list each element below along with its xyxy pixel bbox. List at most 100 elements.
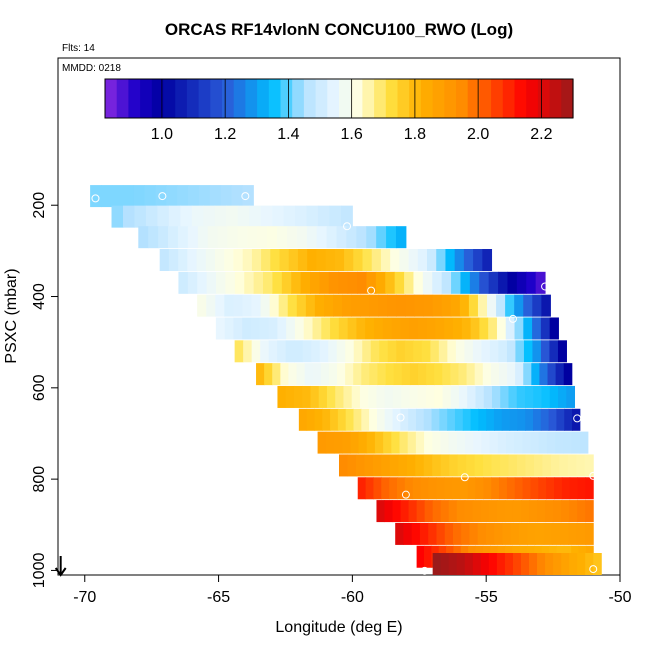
heatmap-cell-row-7	[224, 317, 234, 340]
heatmap-cell-row-6	[287, 294, 298, 317]
colorbar-segment	[362, 79, 375, 118]
heatmap-cell-row-11	[400, 408, 409, 431]
heatmap-cell-row-13	[533, 454, 543, 477]
heatmap-cell-row-7	[347, 317, 357, 340]
heatmap-cell-row-11	[509, 408, 518, 431]
heatmap-cell-row-13	[466, 454, 476, 477]
heatmap-cell-row-8	[447, 340, 457, 363]
heatmap-cell-row-14	[553, 477, 563, 500]
colorbar-segment	[514, 79, 527, 118]
heatmap-cell-row-15	[488, 500, 498, 523]
y-tick-label: 1000	[31, 553, 48, 589]
heatmap-cell-row-5	[460, 271, 471, 294]
heatmap-cell-row-4	[473, 249, 483, 271]
heatmap-cell-row-9	[434, 363, 443, 386]
heatmap-cell-row-5	[441, 271, 452, 294]
heatmap-cell-row-15	[472, 500, 482, 523]
colorbar-segment	[327, 79, 340, 118]
heatmap-cell-row-14	[506, 477, 516, 500]
heatmap-cell-row-6	[242, 294, 253, 317]
marker-point	[367, 286, 376, 295]
heatmap-cell-row-6	[405, 294, 416, 317]
heatmap-cell-row-8	[523, 340, 533, 363]
heatmap-cell-row-6	[450, 294, 461, 317]
marker-point	[343, 222, 352, 231]
heatmap-cell-row-15	[561, 500, 570, 523]
heatmap-cell-row-10	[392, 385, 402, 408]
heatmap-cell-row-3	[306, 226, 318, 249]
heatmap-cell-row-2	[249, 205, 262, 228]
heatmap-cell-row-9	[474, 363, 484, 386]
heatmap-cell-row-12	[563, 431, 573, 454]
heatmap-cell-row-11	[486, 408, 495, 431]
heatmap-cell-row-13	[584, 454, 594, 477]
colorbar-segment	[280, 79, 293, 118]
heatmap-cell-row-3	[187, 226, 199, 249]
heatmap-cell-row-7	[330, 317, 340, 340]
heatmap-cell-row-11	[369, 408, 378, 431]
heatmap-cell-row-3	[296, 226, 308, 249]
colorbar-segment	[210, 79, 223, 118]
heatmap-cell-row-10	[475, 385, 485, 408]
heatmap-cell-row-9	[304, 363, 314, 386]
heatmap-cell-row-3	[356, 226, 367, 249]
heatmap-cell-row-16	[395, 522, 404, 545]
heatmap-cell-row-13	[542, 454, 552, 477]
heatmap-cell-row-16	[535, 522, 545, 545]
heatmap-cell-row-13	[500, 454, 509, 477]
heatmap-cell-row-9	[417, 363, 427, 386]
heatmap-cell-row-16	[551, 522, 561, 545]
plot-frame	[57, 57, 621, 576]
heatmap-cell-row-7	[338, 317, 349, 340]
heatmap-cell-row-5	[516, 271, 527, 294]
heatmap-cell-row-15	[569, 500, 578, 523]
heatmap-cell-row-4	[344, 249, 354, 271]
heatmap-cell-row-9	[296, 363, 306, 386]
colorbar-segment	[151, 79, 165, 118]
heatmap-cell-row-11	[392, 408, 401, 431]
colorbar-border	[104, 78, 574, 119]
heatmap-cell-row-6	[541, 294, 551, 317]
heatmap-cell-row-7	[400, 317, 410, 340]
heatmap-cell-row-18	[456, 553, 466, 575]
heatmap-cell-row-17	[416, 545, 425, 568]
heatmap-cell-row-8	[396, 340, 406, 363]
heatmap-cell-row-11	[447, 408, 456, 431]
heatmap-cell-row-4	[436, 249, 446, 271]
heatmap-cell-row-17	[423, 545, 432, 568]
colorbar-segment	[175, 79, 188, 118]
heatmap-cell-row-8	[294, 340, 304, 363]
heatmap-cell-row-16	[576, 522, 586, 545]
heatmap-cell-row-8	[557, 340, 567, 363]
heatmap-cell-row-6	[387, 294, 397, 317]
heatmap-cell-row-5	[488, 271, 499, 294]
colorbar-segment	[374, 79, 387, 118]
heatmap-cell-row-7	[479, 317, 489, 340]
colorbar-segment	[257, 79, 270, 118]
heatmap-cell-row-2	[214, 205, 227, 228]
heatmap-cell-row-5	[404, 271, 414, 294]
flights-label: Flts: 14	[62, 43, 95, 54]
heatmap-cell-row-7	[549, 317, 559, 340]
heatmap-cell-row-9	[523, 363, 532, 386]
heatmap-cell-row-7	[488, 317, 498, 340]
heatmap-cell-row-11	[337, 408, 347, 431]
heatmap-cell-row-9	[401, 363, 411, 386]
heatmap-cell-row-6	[396, 294, 406, 317]
heatmap-cell-row-6	[314, 294, 325, 317]
heatmap-cell-row-1	[198, 185, 211, 208]
heatmap-cell-row-5	[244, 271, 255, 294]
heatmap-cell-row-5	[535, 271, 546, 294]
heatmap-cell-row-12	[350, 431, 360, 454]
colorbar-tick-label: 1.2	[214, 126, 236, 143]
heatmap-cell-row-15	[480, 500, 490, 523]
x-tick-label: -70	[73, 589, 96, 606]
heatmap-cell-row-16	[568, 522, 578, 545]
colorbar-tick-label: 1.8	[404, 126, 426, 143]
heatmap-cell-row-11	[353, 408, 362, 431]
heatmap-cell-row-2	[157, 205, 170, 228]
heatmap-cell-row-11	[572, 408, 581, 431]
heatmap-cell-row-12	[383, 431, 392, 454]
heatmap-cell-row-13	[516, 454, 526, 477]
heatmap-cell-row-12	[424, 431, 433, 454]
